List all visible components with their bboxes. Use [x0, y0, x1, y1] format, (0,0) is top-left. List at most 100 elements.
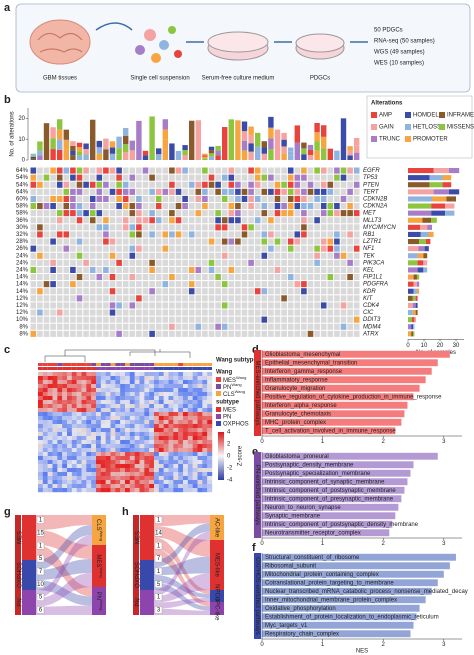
oncoprint-cell — [287, 309, 294, 316]
oncoprint-cell — [208, 252, 215, 259]
heatmap-cell — [71, 392, 77, 397]
oncoprint-cell — [248, 323, 254, 330]
oncoprint-cell — [116, 231, 122, 238]
heatmap-cell — [207, 472, 213, 477]
flow — [36, 580, 92, 606]
oncoprint-cell — [274, 224, 281, 231]
oncoprint-cell — [109, 266, 116, 273]
annotation-cell — [42, 363, 48, 366]
oncoprint-cell — [182, 167, 188, 174]
gene-percent: 32% — [16, 232, 29, 238]
alteration-count-bar — [248, 126, 254, 135]
heatmap-cell — [197, 468, 203, 473]
heatmap-cell — [154, 452, 160, 457]
term-label: Cotranslational_protein_targeting_to_mem… — [265, 580, 394, 586]
oncoprint-cell — [83, 323, 89, 330]
oncoprint-cell — [169, 266, 175, 273]
heatmap-cell — [52, 460, 58, 465]
heatmap-cell — [154, 436, 160, 441]
gene-percent: 60% — [16, 197, 29, 203]
oncoprint-cell — [301, 330, 307, 337]
sample-count-bar — [408, 224, 420, 230]
oncoprint-cell — [169, 203, 175, 210]
oncoprint-cell — [162, 210, 169, 217]
oncoprint-cell — [221, 295, 228, 302]
oncoprint-cell — [202, 266, 208, 273]
heatmap-cell — [149, 444, 155, 449]
oncoprint-cell — [56, 238, 63, 245]
oncoprint-cell — [208, 316, 215, 323]
oncoprint-cell — [301, 274, 307, 281]
oncoprint-cell — [76, 174, 83, 181]
heatmap-cell — [71, 416, 77, 421]
annotation-cell — [178, 363, 183, 366]
left-node — [140, 560, 154, 590]
sample-count-bar — [408, 253, 418, 259]
oncoprint-cell — [122, 210, 129, 217]
heatmap-cell — [154, 468, 160, 473]
heatmap-cell — [202, 428, 208, 433]
heatmap-cell — [125, 396, 131, 401]
heatmap-cell — [158, 448, 164, 453]
oncoprint-cell — [169, 245, 175, 252]
oncoprint-cell — [162, 259, 169, 266]
heatmap-cell — [52, 420, 58, 425]
heatmap-cell — [125, 480, 131, 485]
oncoprint-cell — [281, 266, 287, 273]
bar — [262, 410, 405, 418]
oncoprint-cell — [228, 288, 235, 295]
heatmap-cell — [67, 416, 73, 421]
heatmap-cell — [197, 416, 203, 421]
annotation-cell — [168, 367, 174, 370]
alteration-count-bar — [162, 129, 168, 140]
oncoprint-cell — [274, 252, 281, 259]
oncoprint-cell — [254, 210, 261, 217]
heatmap-cell — [62, 448, 68, 453]
oncoprint-cell — [202, 259, 208, 266]
label-main: PN — [95, 592, 101, 600]
alteration-count-bar — [241, 121, 248, 132]
heatmap-cell — [100, 396, 106, 401]
oncoprint-cell — [221, 274, 228, 281]
oncoprint-cell — [261, 245, 268, 252]
oncoprint-cell — [340, 167, 347, 174]
heatmap-cell — [38, 392, 44, 397]
oncoprint-cell — [155, 330, 162, 337]
left-label: MES — [18, 531, 24, 544]
oncoprint-cell — [334, 181, 340, 188]
gene-label: FIP1L1 — [363, 275, 382, 281]
alteration-count-bar — [354, 145, 360, 153]
oncoprint-cell — [248, 181, 254, 188]
oncoprint-cell — [195, 245, 202, 252]
heatmap-cell — [129, 376, 135, 381]
annotation-cell — [115, 363, 121, 366]
oncoprint-cell — [155, 259, 162, 266]
oncoprint-cell — [268, 259, 274, 266]
heatmap-cell — [96, 404, 102, 409]
sample-count-bar — [413, 274, 417, 280]
bar — [262, 520, 393, 528]
heatmap-cell — [67, 424, 73, 429]
oncoprint-cell — [221, 302, 228, 309]
annotation-cell — [71, 363, 77, 366]
heatmap-cell — [158, 460, 164, 465]
heatmap-cell — [100, 380, 106, 385]
heatmap-cell — [120, 428, 126, 433]
heatmap-cell — [202, 476, 208, 481]
heatmap-cell — [42, 376, 48, 381]
heatmap-cell — [125, 456, 131, 461]
heatmap-cell — [187, 460, 193, 465]
sample-count-bar — [408, 168, 434, 174]
heatmap-cell — [168, 444, 174, 449]
oncoprint-cell — [353, 217, 360, 224]
heatmap-cell — [139, 464, 145, 469]
heatmap-cell — [183, 452, 189, 457]
oncoprint-cell — [281, 259, 287, 266]
oncoprint-cell — [188, 316, 195, 323]
heatmap-cell — [139, 448, 145, 453]
label-main: MES — [95, 554, 101, 567]
sample-count-bar — [427, 224, 432, 230]
oncoprint-cell — [149, 323, 155, 330]
heatmap-cell — [173, 408, 179, 413]
heatmap-cell — [110, 396, 116, 401]
